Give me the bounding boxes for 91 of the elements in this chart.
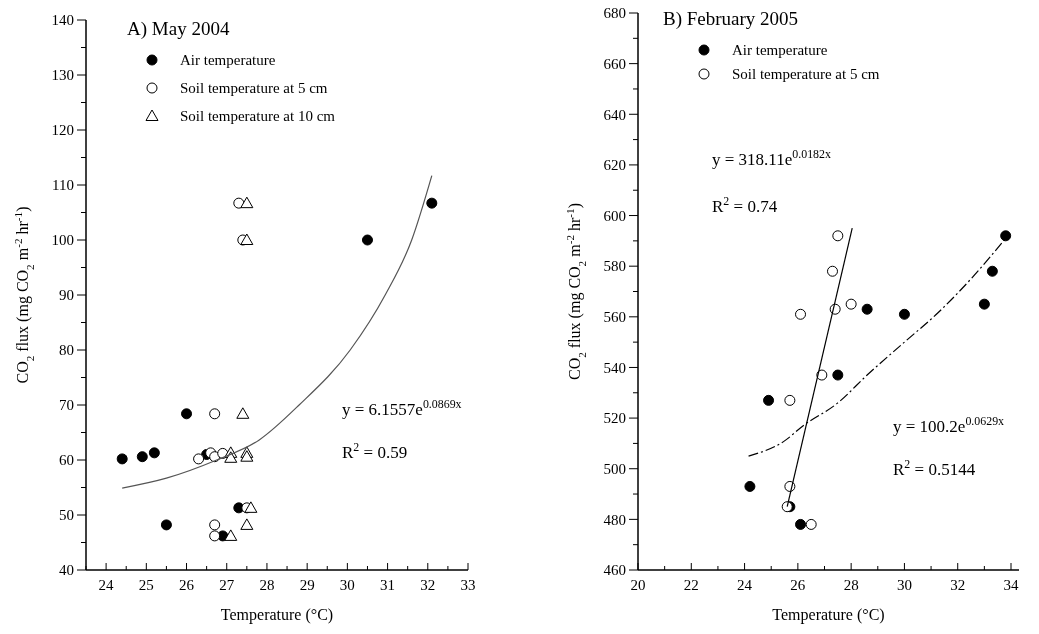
x-tick-label: 31 [380, 577, 396, 593]
annotation: y = 100.2e$^{0.0629x}$ [893, 414, 1005, 436]
y-tick-label: 40 [59, 562, 74, 579]
point [784, 394, 796, 406]
point [224, 451, 238, 463]
point [209, 530, 221, 542]
point [136, 451, 148, 463]
annotation: R$^{2}$ = 0.74 [712, 194, 778, 216]
point [898, 308, 910, 320]
x-axis-title: Temperature (°C) [772, 606, 885, 624]
point [805, 518, 817, 530]
y-tick-label: 70 [59, 397, 74, 414]
x-tick-label: 30 [896, 577, 912, 593]
point [795, 308, 807, 320]
x-tick-label: 20 [630, 577, 646, 593]
x-tick-label: 26 [179, 577, 195, 593]
legend-label: Air temperature [180, 52, 276, 69]
point [181, 408, 193, 420]
x-tick-label: 22 [683, 577, 699, 593]
point [209, 519, 221, 531]
legend-label: Soil temperature at 10 cm [180, 108, 336, 125]
chart-title: A) May 2004 [127, 18, 230, 40]
x-tick-label: 28 [259, 577, 275, 593]
x-tick-label: 33 [460, 577, 476, 593]
y-tick-label: 660 [603, 55, 626, 72]
point [244, 501, 258, 513]
annotation: R$^{2}$ = 0.5144 [893, 457, 976, 479]
point [240, 196, 254, 209]
point [240, 450, 254, 462]
legend-label: Air temperature [732, 42, 828, 59]
y-tick-label: 140 [51, 12, 74, 29]
point [361, 234, 373, 246]
point [160, 519, 172, 531]
x-tick-label: 27 [219, 577, 235, 593]
y-tick-label: 540 [603, 359, 626, 376]
y-tick-label: 580 [603, 258, 626, 275]
point [795, 518, 807, 530]
y-tick-label: 60 [59, 452, 74, 469]
x-tick-label: 34 [1003, 577, 1020, 593]
y-tick-label: 480 [603, 511, 626, 528]
chart-title: B) February 2005 [663, 8, 799, 30]
annotation: R$^{2}$ = 0.59 [342, 440, 408, 462]
y-tick-label: 680 [603, 5, 626, 22]
point [845, 298, 857, 310]
x-tick-label: 26 [790, 577, 806, 593]
y-tick-label: 120 [51, 122, 74, 139]
point [116, 453, 128, 465]
point [224, 529, 238, 541]
y-tick-label: 640 [603, 106, 626, 123]
x-tick-label: 24 [98, 577, 115, 593]
x-tick-label: 29 [299, 577, 315, 593]
y-tick-label: 100 [51, 232, 74, 249]
x-tick-label: 24 [737, 577, 753, 593]
point [832, 230, 844, 242]
point [193, 453, 205, 465]
point [986, 265, 998, 277]
y-tick-label: 520 [603, 410, 626, 427]
y-tick-label: 600 [603, 207, 626, 224]
y-tick-label: 110 [52, 177, 74, 194]
x-tick-label: 25 [138, 577, 154, 593]
point [426, 197, 438, 209]
annotation: y = 318.11e$^{0.0182x}$ [712, 147, 831, 169]
y-tick-label: 90 [59, 287, 74, 304]
x-tick-label: 32 [950, 577, 966, 593]
point [827, 265, 838, 277]
legend-label: Soil temperature at 5 cm [180, 80, 328, 97]
y-tick-label: 460 [603, 562, 626, 579]
y-tick-label: 130 [51, 67, 74, 84]
x-tick-label: 30 [339, 577, 355, 593]
point [744, 480, 756, 492]
annotation: y = 6.1557e$^{0.0869x}$ [342, 397, 462, 419]
point [148, 447, 160, 459]
x-axis-title: Temperature (°C) [220, 606, 334, 624]
point [240, 233, 254, 245]
point [832, 369, 844, 381]
point [978, 298, 990, 310]
y-tick-label: 80 [59, 342, 74, 359]
y-tick-label: 500 [603, 460, 626, 477]
y-tick-label: 50 [59, 507, 74, 524]
legend-label: Soil temperature at 5 cm [732, 66, 880, 83]
point [1000, 230, 1012, 242]
point [861, 303, 873, 315]
point [209, 408, 221, 420]
y-tick-label: 560 [603, 309, 626, 326]
point [763, 394, 775, 406]
x-tick-label: 28 [843, 577, 859, 593]
point [240, 518, 254, 530]
point [816, 369, 828, 381]
y-tick-label: 620 [603, 157, 626, 174]
point [236, 407, 250, 419]
x-tick-label: 32 [420, 577, 436, 593]
